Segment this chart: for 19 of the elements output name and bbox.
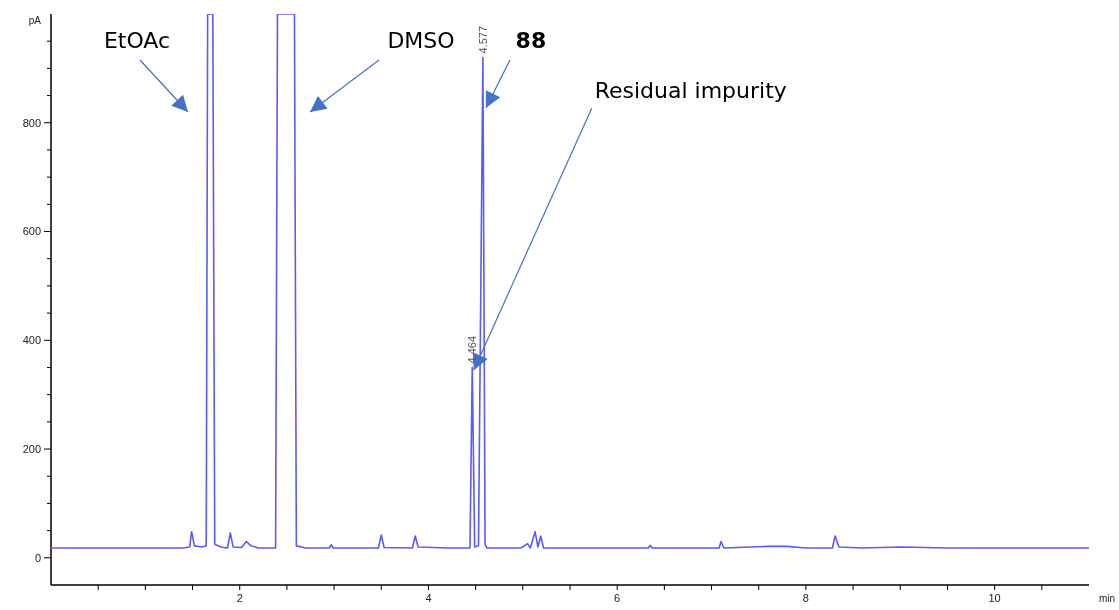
y-tick-label: 0	[34, 551, 41, 564]
line-series	[51, 14, 1089, 549]
annotation: EtOAc	[103, 27, 171, 53]
y-tick-label: 800	[22, 116, 41, 129]
x-tick-label: 4	[425, 592, 432, 604]
x-tick-label: 8	[802, 592, 809, 604]
annotation: 88	[515, 27, 547, 53]
annotation: DMSO	[387, 27, 455, 53]
annotation: Residual impurity	[594, 77, 787, 103]
y-tick-label: 200	[22, 442, 41, 455]
x-axis-title: min	[1098, 593, 1115, 604]
y-axis-title: pA	[28, 15, 42, 26]
x-tick-label: 10	[988, 592, 1001, 604]
x-tick-label: 2	[236, 592, 243, 604]
annotation: 4.464	[466, 335, 479, 364]
y-tick-label: 400	[22, 334, 41, 347]
x-tick-label: 6	[614, 592, 621, 604]
y-tick-label: 600	[22, 225, 41, 238]
annotation: 4.577	[476, 25, 489, 54]
